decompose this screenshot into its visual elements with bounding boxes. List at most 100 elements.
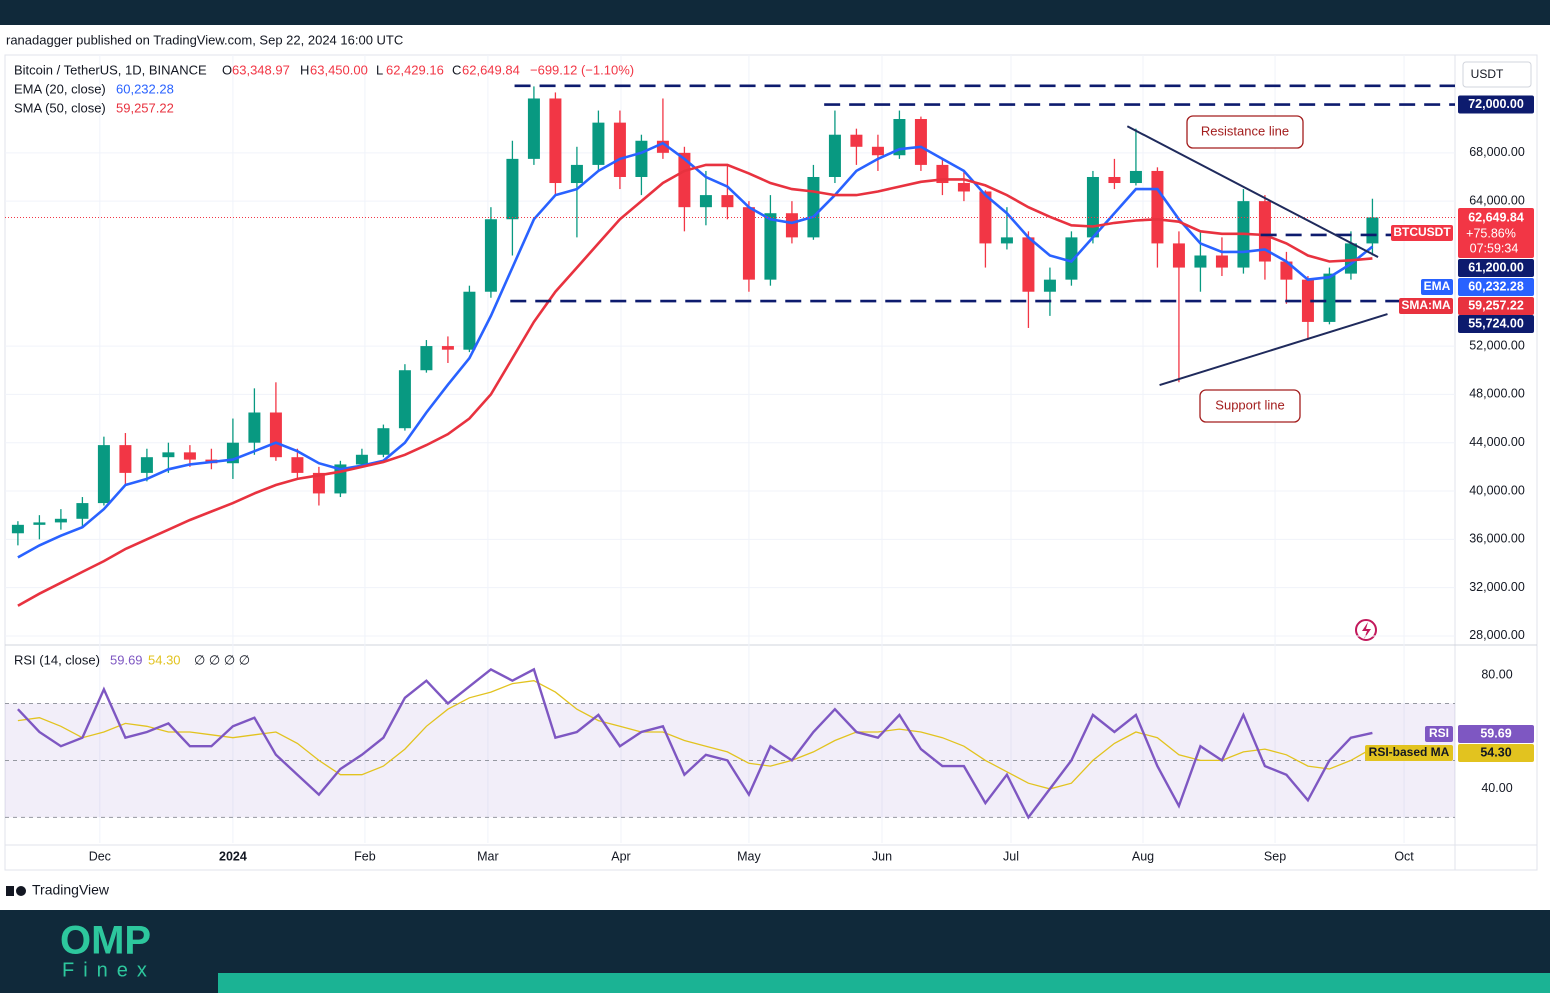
x-tick-label: Mar — [477, 849, 499, 863]
candle-body — [1280, 261, 1293, 280]
replay-icon[interactable] — [1355, 619, 1377, 641]
x-tick-label: Sep — [1264, 849, 1286, 863]
rsi-nulls: ∅ ∅ ∅ ∅ — [194, 652, 250, 667]
candle-body — [33, 522, 46, 525]
x-tick-label: May — [737, 849, 761, 863]
currency-box[interactable] — [1462, 61, 1532, 88]
badge-tag-text: RSI — [1429, 726, 1449, 740]
accent-strip — [218, 973, 1550, 993]
badge-bg — [1458, 208, 1534, 258]
x-tick-label: Oct — [1394, 849, 1414, 863]
candle-body — [1323, 273, 1336, 322]
ma-line — [17, 141, 1374, 559]
publisher: ranadagger published on TradingView.com,… — [6, 32, 403, 47]
y-tick-label: 52,000.00 — [1469, 338, 1525, 352]
legend-name: SMA (50, close) — [14, 100, 106, 115]
x-tick-label: Aug — [1132, 849, 1154, 863]
candle-body — [140, 457, 153, 473]
level-badge: 72,000.00 — [1458, 95, 1534, 114]
candle-body — [398, 370, 411, 429]
candle-body — [850, 134, 863, 147]
candle-body — [613, 122, 626, 177]
y-tick-label: 40,000.00 — [1469, 483, 1525, 497]
annotation: Support line — [1215, 397, 1284, 412]
ohlc-label: H — [300, 62, 309, 77]
symbol: Bitcoin / TetherUS, 1D, BINANCE — [14, 62, 207, 77]
level-badge: 55,724.00 — [1458, 315, 1534, 333]
ohlc-value: 63,450.00 — [310, 62, 368, 77]
candle-body — [377, 428, 390, 455]
badge-change: +75.86% — [1466, 226, 1516, 240]
badge-tag — [1399, 298, 1453, 314]
badge-value: 72,000.00 — [1468, 97, 1524, 111]
x-tick-label: 2024 — [219, 849, 247, 863]
candle-body — [441, 346, 454, 350]
y-tick-label: 64,000.00 — [1469, 193, 1525, 207]
candle-body — [312, 472, 325, 494]
ohlc-label: C — [452, 62, 461, 77]
y-tick-label: 36,000.00 — [1469, 532, 1525, 546]
candle-body — [1065, 237, 1078, 280]
candle-body — [11, 524, 24, 534]
candle-body — [76, 503, 89, 519]
candle-body — [742, 207, 755, 280]
badge-value: 61,200.00 — [1468, 260, 1524, 274]
badge-tag-text: BTCUSDT — [1393, 225, 1451, 239]
ma-line — [17, 163, 1373, 607]
rsi-legend-value: 54.30 — [148, 652, 181, 667]
candle-body — [764, 213, 777, 280]
badge-value: 59.69 — [1480, 726, 1511, 740]
rsi-tick-label: 40.00 — [1481, 781, 1512, 795]
candle-body — [957, 183, 970, 192]
legend-value: 60,232.28 — [116, 81, 174, 96]
candle-body — [162, 452, 175, 458]
badge-value: 54.30 — [1480, 745, 1511, 759]
badge-value: 60,232.28 — [1468, 279, 1524, 293]
candle-body — [785, 213, 798, 238]
rsi-title: RSI (14, close) — [14, 652, 100, 667]
rsi-line — [17, 680, 1373, 790]
candle-body — [527, 98, 540, 159]
x-tick-label: Jun — [872, 849, 892, 863]
last-price-badge: BTCUSDT 62,649.84 +75.86%07:59:34 — [1391, 208, 1534, 258]
candle-body — [678, 152, 691, 208]
legend-name: EMA (20, close) — [14, 81, 106, 96]
candle-body — [248, 412, 261, 443]
x-tick-label: Feb — [354, 849, 376, 863]
candle-body — [355, 454, 368, 465]
rsi-tick-label: 80.00 — [1481, 667, 1512, 681]
footer: TradingView — [32, 882, 110, 898]
candle-body — [635, 140, 648, 177]
candle-body — [1194, 255, 1207, 268]
trendline — [1126, 125, 1379, 258]
badge-tag — [1391, 225, 1453, 241]
badge-tag — [1365, 745, 1453, 761]
badge-bg — [1458, 315, 1534, 333]
badge-tag-text: RSI-based MA — [1369, 745, 1450, 759]
annotation: Resistance line — [1201, 123, 1289, 138]
candle-body — [1151, 170, 1164, 244]
badge-value: 62,649.84 — [1468, 210, 1524, 224]
ema-badge: 60,232.28 EMA — [1421, 278, 1534, 296]
badge-bg — [1458, 278, 1534, 296]
badge-value: 59,257.22 — [1468, 298, 1524, 312]
chart-frame — [4, 54, 1538, 871]
annotation-box — [1186, 115, 1304, 149]
candle-body — [1129, 170, 1142, 184]
badge-bg — [1458, 725, 1534, 743]
candle-body — [1086, 176, 1099, 238]
candle-body — [893, 119, 906, 156]
candle-body — [721, 195, 734, 208]
trendline — [1159, 313, 1388, 387]
candle-body — [592, 122, 605, 165]
candle-body — [1258, 201, 1271, 262]
x-tick-label: Apr — [611, 849, 630, 863]
candle-body — [1000, 237, 1013, 244]
candle-body — [54, 518, 67, 523]
candle-body — [828, 134, 841, 177]
top-bar — [0, 0, 1550, 25]
candle-body — [97, 445, 110, 504]
candle-body — [183, 452, 196, 460]
